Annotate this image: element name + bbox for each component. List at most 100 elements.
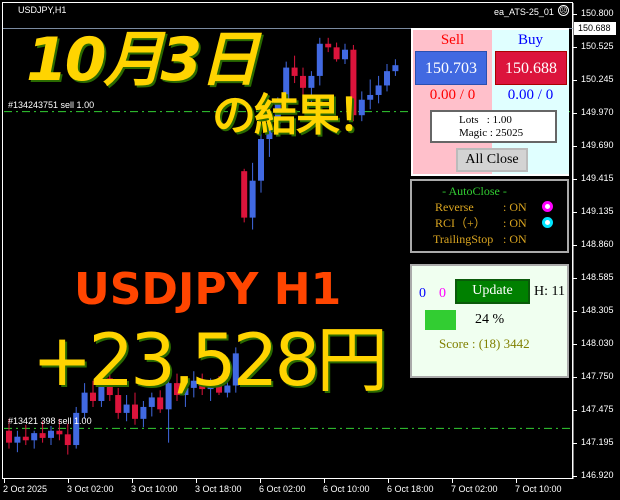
candle-body xyxy=(81,392,88,413)
candle-body xyxy=(291,67,298,76)
candle-body xyxy=(316,43,323,76)
candle-body xyxy=(375,85,382,95)
price-tick xyxy=(573,245,577,246)
time-axis-label: 6 Oct 18:00 xyxy=(387,484,434,494)
time-tick xyxy=(388,479,389,483)
time-axis-label: 6 Oct 02:00 xyxy=(259,484,306,494)
overlay-profit: +23,528円 xyxy=(32,318,388,402)
price-axis-label: 150.245 xyxy=(581,74,614,85)
candle-body xyxy=(358,99,365,116)
candle-body xyxy=(157,397,164,410)
candle-body xyxy=(266,123,273,140)
chart-top-border xyxy=(3,28,573,29)
price-axis-label: 148.030 xyxy=(581,337,614,348)
price-axis-label: 149.690 xyxy=(581,140,614,151)
candle-body xyxy=(148,397,155,407)
candle-body xyxy=(56,430,63,435)
candle-body xyxy=(90,392,96,401)
price-axis-label: 150.525 xyxy=(581,40,614,51)
candle-body xyxy=(199,380,206,390)
order-label: #134243751 sell 1.00 xyxy=(8,100,95,110)
autoclose-title: - AutoClose - xyxy=(442,184,507,198)
time-tick xyxy=(324,479,325,483)
rci-value: : ON xyxy=(503,216,527,230)
price-axis-label: 148.585 xyxy=(581,271,614,282)
price-tick xyxy=(573,80,577,82)
time-tick xyxy=(132,479,133,483)
candle-body xyxy=(333,47,340,60)
all-close-button[interactable]: All Close xyxy=(456,148,528,172)
candle-body xyxy=(283,67,290,104)
buy-label: Buy xyxy=(517,32,543,48)
time-tick xyxy=(452,479,453,483)
price-axis-label: 148.305 xyxy=(581,305,614,316)
time-tick xyxy=(260,479,261,483)
candle-body xyxy=(165,383,172,410)
hour-value: H: 11 xyxy=(534,284,565,299)
buy-profit: 0.00 / 0 xyxy=(507,87,554,103)
candle-body xyxy=(367,94,374,100)
candle-body xyxy=(258,139,264,181)
sell-label: Sell xyxy=(440,32,465,48)
buy-button[interactable]: 150.688 xyxy=(495,51,567,85)
chart-symbol-title: USDJPY,H1 xyxy=(18,5,67,15)
time-axis-label: 2 Oct 2025 xyxy=(3,484,48,494)
lots-magic-box: Lots : 1.00 Magic : 25025 xyxy=(430,110,557,143)
update-button[interactable]: Update xyxy=(455,279,530,304)
candle-body xyxy=(216,383,222,393)
candle-body xyxy=(342,49,348,60)
price-axis-label: 147.195 xyxy=(581,437,614,448)
percent-value: 24 % xyxy=(475,312,505,327)
candle-body xyxy=(39,433,46,438)
candle-body xyxy=(384,71,390,86)
candle-body xyxy=(22,436,29,441)
candle-body xyxy=(48,430,54,438)
candle-body xyxy=(274,103,281,124)
price-axis-label: 147.750 xyxy=(581,371,614,382)
price-tick xyxy=(573,311,577,313)
candle-body xyxy=(6,430,12,443)
sell-button[interactable]: 150.703 xyxy=(415,51,487,85)
rci-label: RCI（+） xyxy=(435,216,486,230)
magic-value: Magic : 25025 xyxy=(459,127,524,139)
trailing-stop-value: : ON xyxy=(503,232,527,246)
time-axis-label: 3 Oct 18:00 xyxy=(195,484,242,494)
reverse-indicator-icon xyxy=(542,201,553,212)
time-tick xyxy=(196,479,197,483)
candle-body xyxy=(182,387,189,396)
ea-name: ea_ATS-25_01 xyxy=(494,7,554,17)
candle-body xyxy=(115,395,122,413)
price-tick xyxy=(573,146,577,148)
price-tick xyxy=(573,343,577,345)
candle-body xyxy=(241,171,248,218)
candle-body xyxy=(350,49,357,116)
frown-face-icon: ☹ xyxy=(558,5,569,16)
price-tick xyxy=(573,212,577,214)
price-tick xyxy=(573,443,577,445)
price-axis-label: 147.475 xyxy=(581,403,614,414)
price-tick xyxy=(573,46,577,48)
candle-body xyxy=(249,180,256,218)
progress-bar xyxy=(425,310,457,330)
candle-body xyxy=(325,43,332,48)
candle-body xyxy=(207,383,214,390)
candle-body xyxy=(64,434,71,446)
price-axis-label: 146.920 xyxy=(581,470,614,480)
price-axis-label: 149.135 xyxy=(581,206,614,217)
trailing-stop-label: TrailingStop xyxy=(433,232,494,246)
price-tick xyxy=(573,476,577,477)
candle-body xyxy=(106,378,113,396)
time-axis-label: 3 Oct 02:00 xyxy=(67,484,114,494)
price-axis-label: 149.970 xyxy=(581,106,614,117)
candle-body xyxy=(232,353,239,386)
count-magenta: 0 xyxy=(439,286,446,301)
candle-body xyxy=(31,433,38,441)
price-tick xyxy=(573,277,577,279)
score-panel: 0 0 Update H: 11 24 % Score : (18) 3442 xyxy=(410,264,569,378)
candle-body xyxy=(300,75,306,88)
lots-value: Lots : 1.00 xyxy=(459,114,512,126)
price-axis-label: 149.415 xyxy=(581,172,614,183)
price-tick xyxy=(573,14,577,15)
time-tick xyxy=(4,479,5,483)
